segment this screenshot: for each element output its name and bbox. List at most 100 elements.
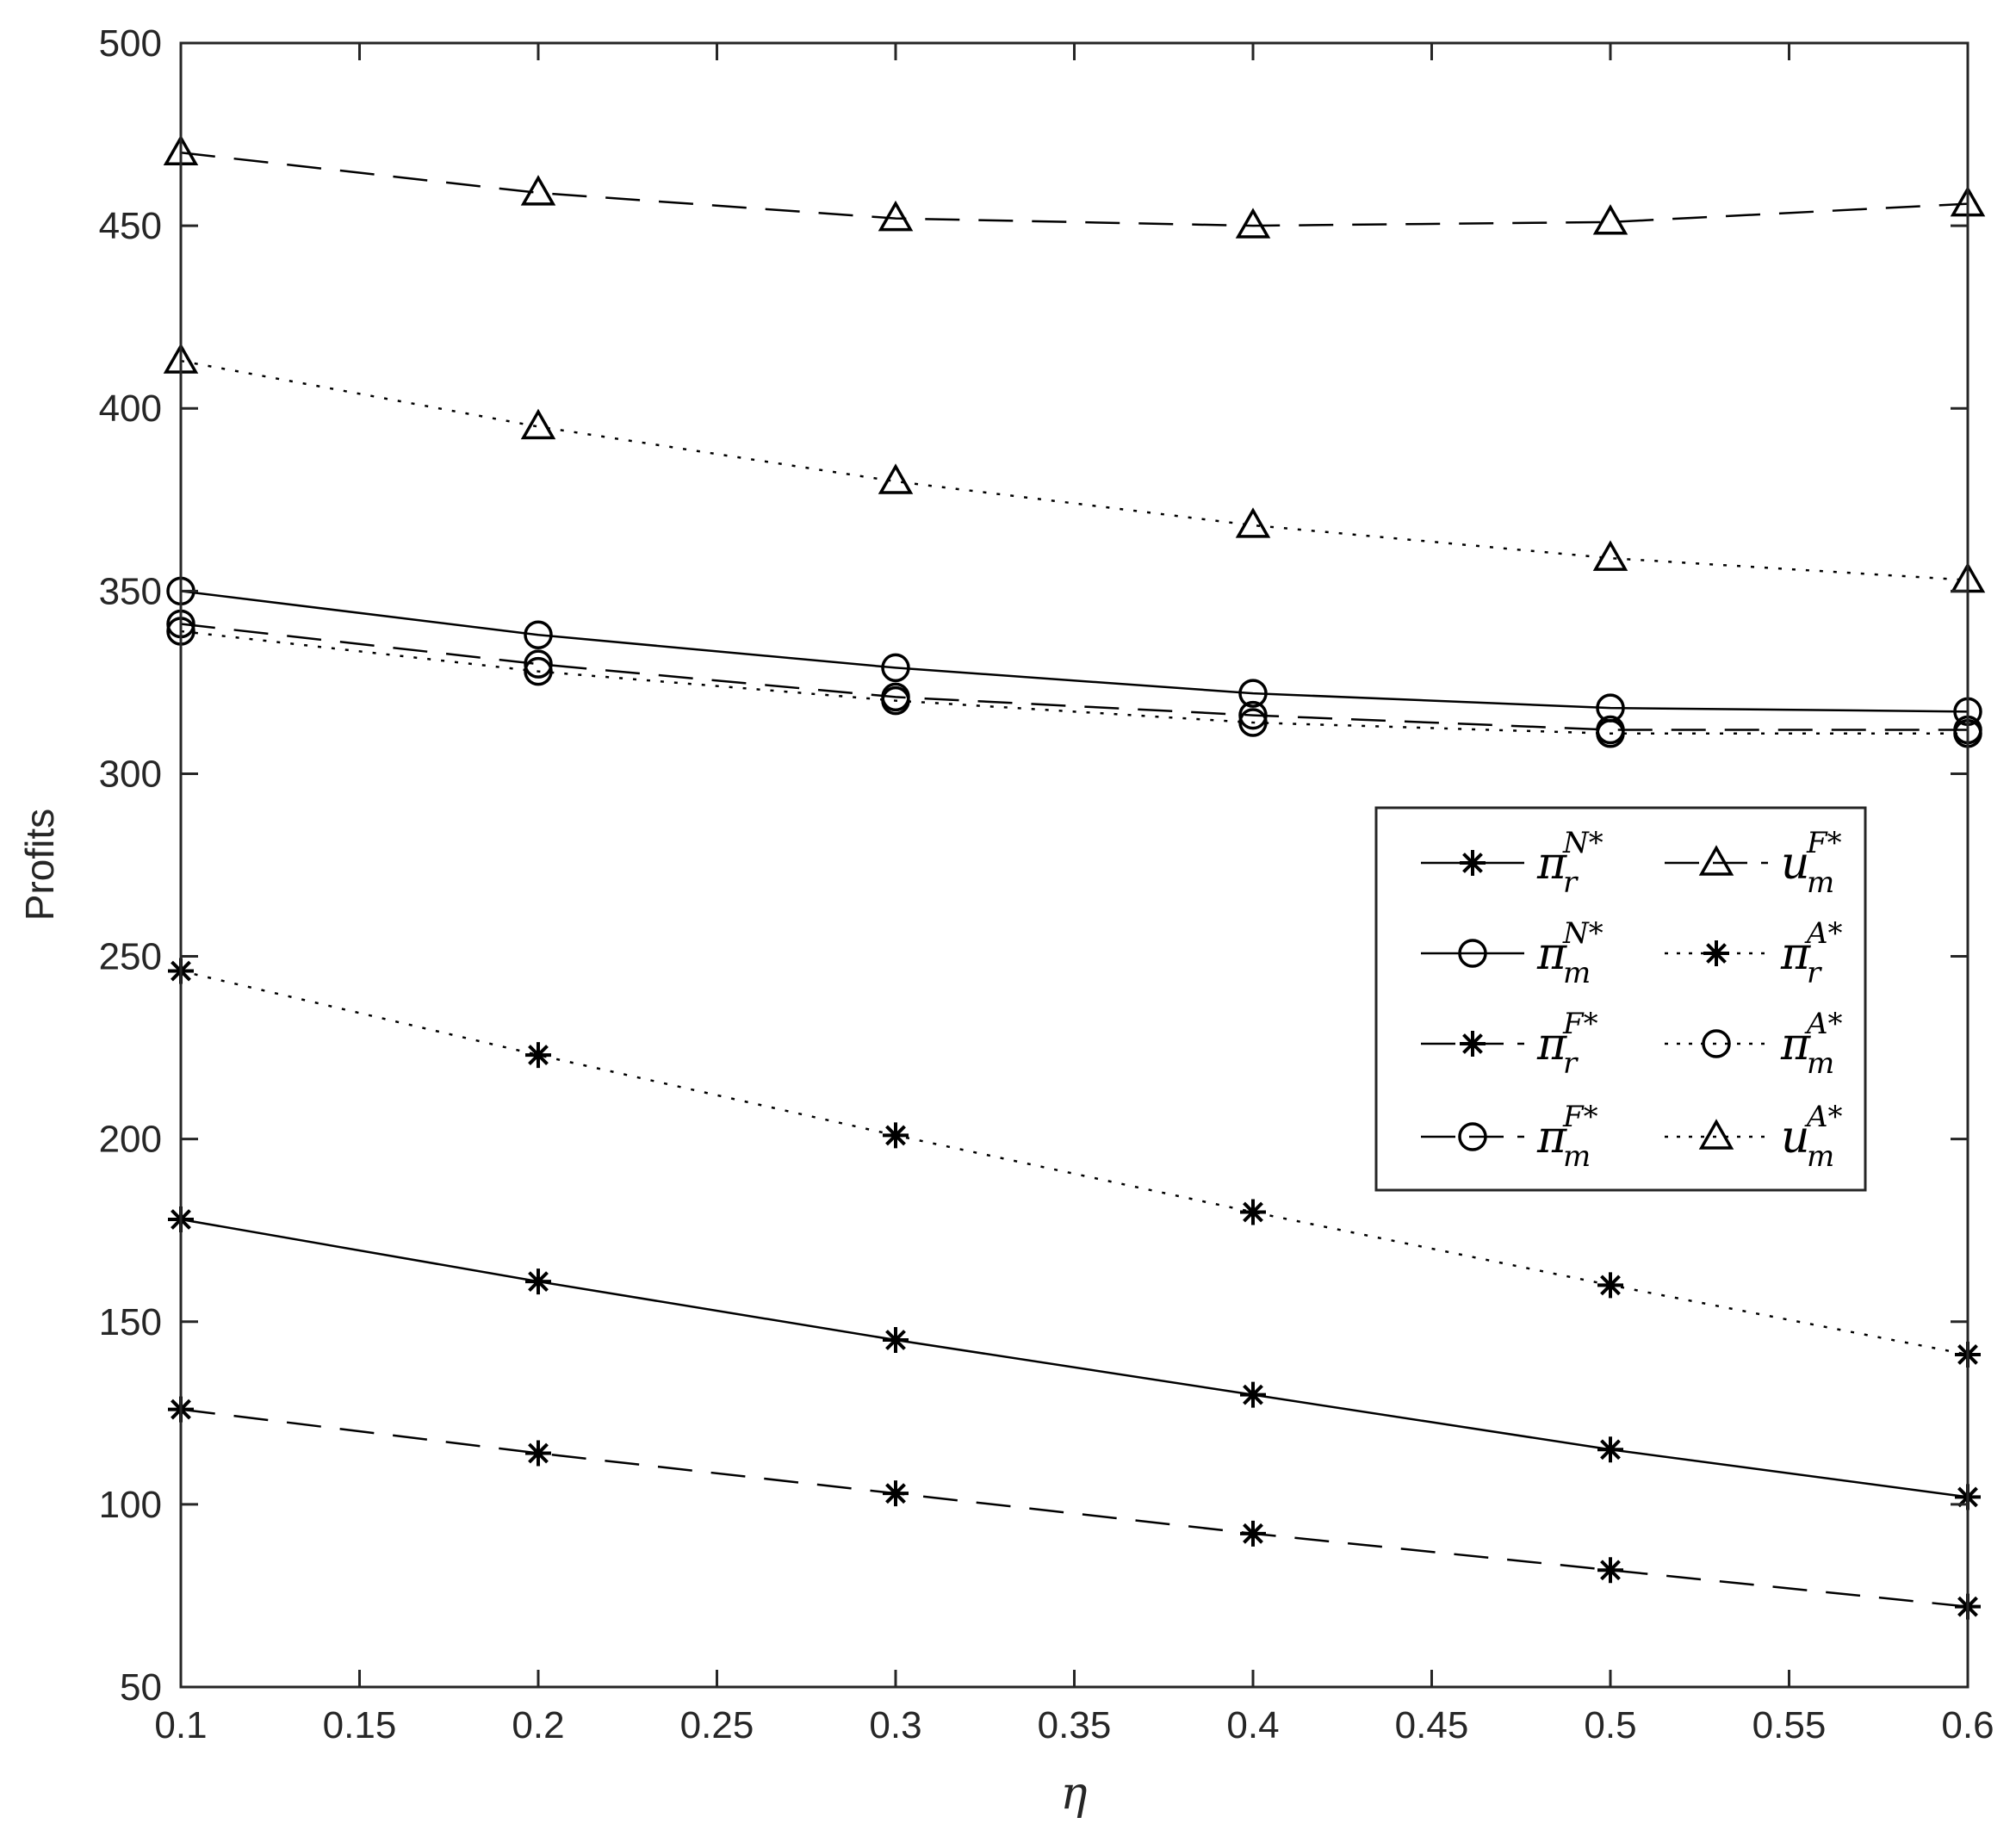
legend-entry-7: πA* m xyxy=(1665,1007,1843,1081)
series-line xyxy=(180,970,1969,1356)
legend-symbol: u xyxy=(1781,838,1810,890)
legend-superscript: A* xyxy=(1804,1007,1843,1041)
legend-box xyxy=(1374,806,1867,1192)
legend-marker xyxy=(1458,939,1487,968)
y-tick-label: 200 xyxy=(99,1119,162,1161)
data-point xyxy=(525,1042,551,1069)
legend-symbol: π xyxy=(1536,928,1567,980)
legend-marker xyxy=(1460,1031,1486,1057)
x-tick-label: 0.55 xyxy=(1752,1704,1827,1746)
legend-entry-1: πN* r xyxy=(1421,826,1603,900)
data-point xyxy=(878,463,914,494)
legend-subscript: r xyxy=(1563,1046,1579,1081)
series-8 xyxy=(163,343,1986,593)
legend: πN*rπN*mπF*rπF*muF*mπA*rπA*muA*m xyxy=(1374,806,1867,1192)
legend-marker xyxy=(1703,940,1729,966)
y-tick-label: 150 xyxy=(99,1301,162,1343)
y-tick-label: 500 xyxy=(99,22,162,65)
x-tick-label: 0.2 xyxy=(512,1704,564,1746)
legend-subscript: m xyxy=(1563,1139,1591,1174)
legend-superscript: A* xyxy=(1804,1100,1843,1134)
legend-superscript: N* xyxy=(1562,826,1603,860)
legend-entry-2: πN* m xyxy=(1421,916,1603,990)
legend-marker xyxy=(1702,1029,1731,1058)
y-tick-label: 350 xyxy=(99,570,162,612)
x-tick-label: 0.15 xyxy=(323,1704,397,1746)
data-point xyxy=(1238,700,1268,730)
x-tick-label: 0.6 xyxy=(1941,1704,1994,1746)
series-line xyxy=(180,590,1969,713)
series-line xyxy=(180,623,1968,731)
series-line xyxy=(180,152,1969,227)
legend-entry-8: uA* m xyxy=(1665,1100,1843,1174)
y-tick-label: 450 xyxy=(99,205,162,247)
data-point xyxy=(1238,679,1268,708)
x-tick-label: 0.25 xyxy=(680,1704,754,1746)
data-point xyxy=(1240,1381,1266,1408)
data-point xyxy=(525,1268,551,1295)
y-tick-label: 100 xyxy=(99,1484,162,1526)
plot-marks xyxy=(163,134,1986,1620)
data-point xyxy=(878,200,914,232)
data-point xyxy=(524,649,553,679)
data-point xyxy=(1235,208,1271,239)
x-tick-label: 0.1 xyxy=(154,1704,207,1746)
y-tick-label: 300 xyxy=(99,753,162,795)
series-4 xyxy=(166,609,1982,745)
data-point xyxy=(525,1440,551,1467)
y-tick-label: 250 xyxy=(99,936,162,978)
data-point xyxy=(881,653,910,683)
legend-symbol: π xyxy=(1780,1019,1811,1070)
x-tick-label: 0.45 xyxy=(1395,1704,1469,1746)
series-5 xyxy=(163,134,1986,239)
data-point xyxy=(1240,1199,1266,1225)
legend-superscript: F* xyxy=(1562,1007,1598,1041)
legend-subscript: r xyxy=(1807,956,1822,990)
y-axis-title: Profits xyxy=(17,809,62,921)
data-point xyxy=(1597,1272,1623,1299)
legend-symbol: u xyxy=(1781,1112,1810,1163)
legend-superscript: F* xyxy=(1806,826,1842,860)
legend-marker xyxy=(1698,1119,1734,1150)
legend-superscript: F* xyxy=(1562,1100,1598,1134)
legend-symbol: π xyxy=(1536,838,1567,890)
axis-ticks: 0.1 0.15 0.2 0.25 0.3 0.35 0.4 0.45 0.5 0.55 0.6 50… xyxy=(99,22,1994,1746)
x-tick-label: 0.5 xyxy=(1584,1704,1636,1746)
y-tick-label: 50 xyxy=(120,1666,162,1709)
legend-symbol: π xyxy=(1536,1019,1567,1070)
series-line xyxy=(180,630,1968,735)
data-point xyxy=(883,1480,909,1507)
data-point xyxy=(1597,1436,1623,1463)
legend-marker xyxy=(1458,1122,1487,1151)
x-axis-title: η xyxy=(1060,1768,1087,1820)
data-point xyxy=(520,408,556,440)
legend-subscript: m xyxy=(1563,956,1591,990)
data-point xyxy=(883,1326,909,1353)
legend-subscript: r xyxy=(1563,865,1579,900)
legend-superscript: N* xyxy=(1562,916,1603,951)
data-point xyxy=(1592,540,1628,571)
series-3 xyxy=(168,1396,1981,1620)
legend-superscript: A* xyxy=(1804,916,1843,951)
data-point xyxy=(1240,1520,1266,1547)
legend-subscript: m xyxy=(1807,865,1834,900)
legend-marker xyxy=(1460,850,1486,876)
series-1 xyxy=(168,1206,1981,1510)
x-tick-label: 0.3 xyxy=(869,1704,921,1746)
data-point xyxy=(1592,204,1628,235)
series-2 xyxy=(166,576,1982,727)
series-line xyxy=(180,1408,1969,1608)
data-point xyxy=(524,620,553,649)
data-point xyxy=(1235,507,1271,538)
data-point xyxy=(1596,719,1625,748)
legend-subscript: m xyxy=(1807,1046,1834,1081)
series-7 xyxy=(166,617,1982,748)
data-point xyxy=(1238,708,1268,737)
legend-symbol: π xyxy=(1780,928,1811,980)
data-point xyxy=(881,685,910,716)
series-line xyxy=(180,1218,1969,1498)
legend-subscript: m xyxy=(1807,1139,1834,1174)
legend-symbol: π xyxy=(1536,1112,1567,1163)
data-point xyxy=(1597,1557,1623,1584)
